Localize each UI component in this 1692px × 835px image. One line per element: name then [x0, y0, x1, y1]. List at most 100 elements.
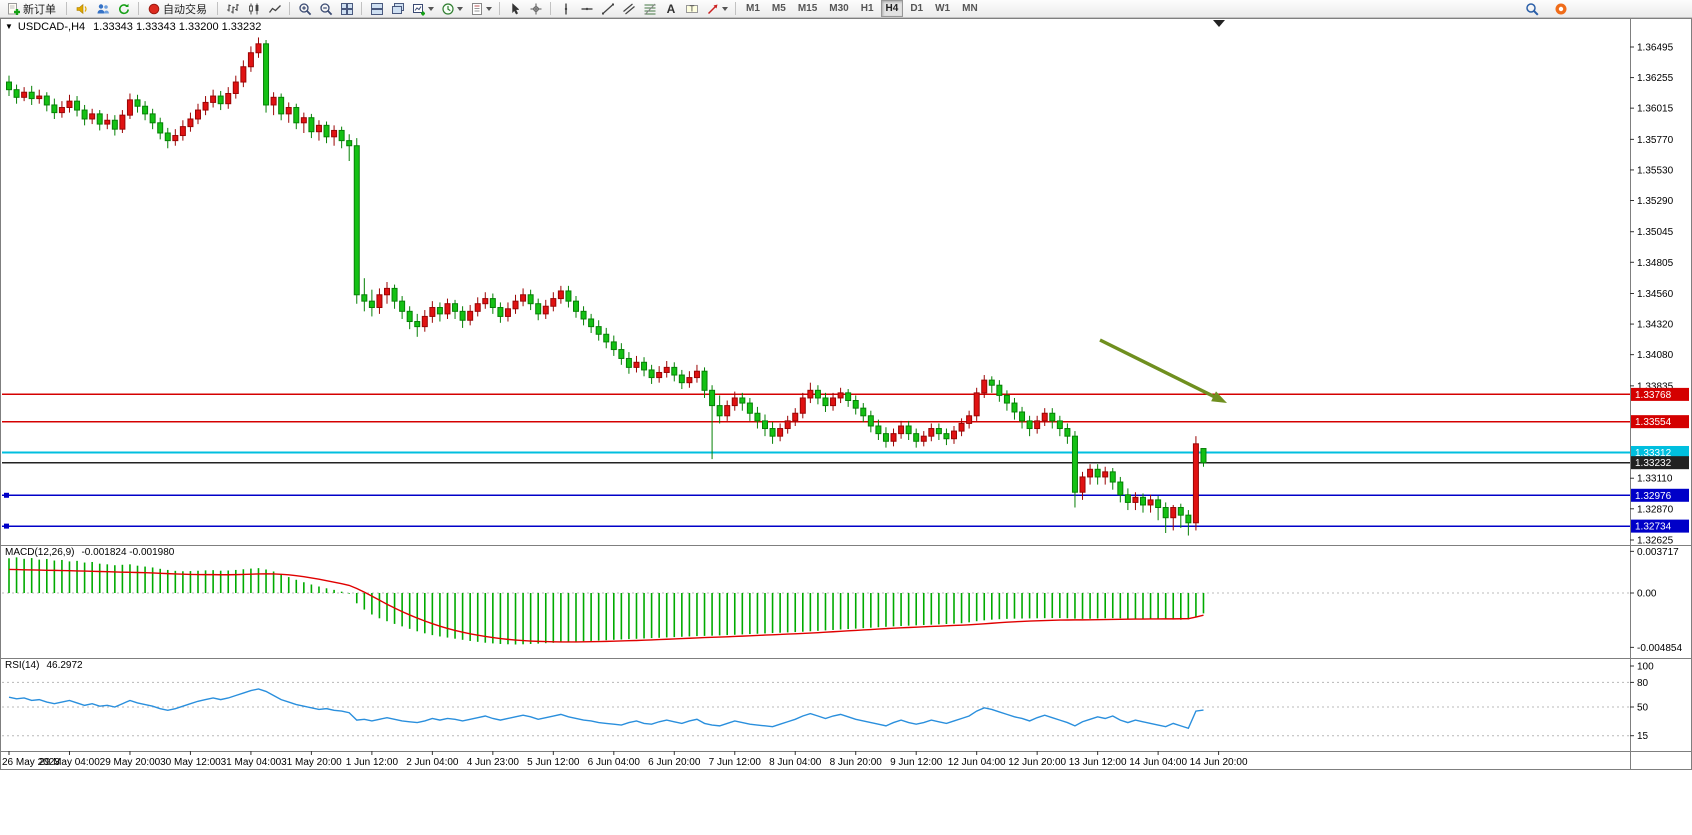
candle — [1019, 406, 1026, 429]
candle — [210, 89, 217, 108]
candle — [625, 352, 632, 374]
svg-text:1.36015: 1.36015 — [1637, 104, 1674, 115]
new-order-button[interactable]: 新订单 — [4, 0, 61, 18]
arrow-shaft[interactable] — [1099, 338, 1219, 401]
svg-text:7 Jun 12:00: 7 Jun 12:00 — [709, 757, 762, 768]
candle — [920, 431, 927, 447]
candle — [951, 425, 957, 444]
svg-text:6 Jun 20:00: 6 Jun 20:00 — [648, 757, 701, 768]
arrows-button[interactable] — [703, 0, 730, 18]
candle — [353, 138, 360, 304]
one-click-trading-collapse-icon[interactable]: ▼ — [5, 22, 13, 31]
candle — [504, 302, 511, 322]
timeframe-button-d1[interactable]: D1 — [910, 3, 924, 14]
hline-handle[interactable] — [4, 492, 9, 498]
candle — [769, 422, 776, 444]
rsi-line — [8, 688, 1204, 730]
sound-button[interactable] — [72, 0, 91, 18]
timeframe-button-w1[interactable]: W1 — [935, 3, 951, 14]
timeframe-button-mn[interactable]: MN — [962, 3, 978, 14]
trend-arrow[interactable] — [1099, 338, 1227, 403]
timeframe-button-m15[interactable]: M15 — [797, 3, 818, 14]
templates-button[interactable] — [467, 0, 494, 18]
price-tag — [1631, 387, 1689, 401]
svg-text:31 May 04:00: 31 May 04:00 — [221, 757, 282, 768]
candle — [875, 419, 882, 440]
svg-text:1.35290: 1.35290 — [1637, 196, 1674, 207]
fibonacci-button[interactable] — [640, 0, 659, 18]
text-label-icon: T — [684, 1, 699, 16]
vertical-line-icon — [558, 1, 573, 16]
timeframe-button-h4[interactable]: H4 — [880, 0, 904, 17]
candle — [195, 103, 201, 125]
hline-handle[interactable] — [4, 523, 9, 529]
candle — [149, 108, 156, 130]
vertical-line-button[interactable] — [556, 0, 575, 18]
candle — [1170, 504, 1177, 531]
text-label-button[interactable]: T — [682, 0, 701, 18]
tile-windows-button[interactable] — [337, 0, 356, 18]
community-button[interactable] — [93, 0, 112, 18]
candle — [981, 375, 988, 398]
channel-icon — [621, 1, 636, 16]
candle — [852, 395, 859, 415]
svg-text:31 May 20:00: 31 May 20:00 — [281, 757, 342, 768]
candle — [754, 406, 761, 429]
new-chart-button[interactable] — [409, 0, 436, 18]
timeframe-button-h1[interactable]: H1 — [860, 3, 874, 14]
price-axis[interactable]: 1.36495 1.36255 1.36015 1.35770 1.35530 1.352… — [1630, 43, 1674, 547]
candle — [1162, 502, 1169, 533]
svg-text:9 Jun 12:00: 9 Jun 12:00 — [890, 757, 943, 768]
toolbar-separator — [550, 2, 551, 15]
candle — [762, 414, 768, 437]
svg-text:2 Jun 04:00: 2 Jun 04:00 — [406, 757, 459, 768]
crosshair-button[interactable] — [526, 0, 545, 18]
new-order-button-label: 新订单 — [23, 3, 56, 16]
arrange-windows-button[interactable] — [367, 0, 386, 18]
svg-text:14 Jun 04:00: 14 Jun 04:00 — [1129, 757, 1187, 768]
fibonacci-icon — [642, 1, 657, 16]
autotrading-button[interactable]: 自动交易 — [144, 0, 212, 18]
cascade-windows-button[interactable] — [388, 0, 407, 18]
notification-button[interactable] — [1551, 0, 1570, 18]
chart-symbol-period: USDCAD-,H4 — [17, 21, 86, 33]
candle-chart-button[interactable] — [244, 0, 263, 18]
cursor-button[interactable] — [505, 0, 524, 18]
arrows-icon — [705, 1, 720, 16]
candle — [1071, 431, 1078, 508]
channel-button[interactable] — [619, 0, 638, 18]
svg-text:1.33232: 1.33232 — [1635, 458, 1672, 469]
cascade-windows-icon — [390, 1, 405, 16]
candle — [293, 103, 300, 130]
refresh-button[interactable] — [114, 0, 133, 18]
timeframe-button-m30[interactable]: M30 — [829, 3, 849, 14]
candle — [542, 299, 549, 319]
candle — [300, 112, 307, 133]
timeframe-button-m5[interactable]: M5 — [771, 3, 786, 14]
svg-text:1.33312: 1.33312 — [1635, 448, 1672, 459]
line-chart-icon — [267, 1, 282, 16]
periods-button[interactable] — [438, 0, 465, 18]
candle — [716, 395, 723, 424]
horizontal-line-icon — [579, 1, 594, 16]
candle — [573, 296, 579, 318]
autotrading-button-label: 自动交易 — [163, 3, 207, 16]
horizontal-line-button[interactable] — [577, 0, 596, 18]
candle — [278, 93, 285, 121]
rsi-name: RSI(14) — [5, 660, 40, 671]
line-chart-button[interactable] — [265, 0, 284, 18]
timeframe-button-m1[interactable]: M1 — [746, 3, 760, 14]
zoom-out-button[interactable] — [316, 0, 335, 18]
refresh-icon — [116, 1, 131, 16]
text-button[interactable]: A — [661, 0, 680, 18]
trendline-button[interactable] — [598, 0, 617, 18]
candle — [315, 120, 322, 141]
bar-chart-button[interactable] — [223, 0, 242, 18]
search-button[interactable] — [1522, 0, 1541, 18]
candle — [1147, 494, 1154, 513]
zoom-in-button[interactable] — [295, 0, 314, 18]
candle — [66, 94, 73, 113]
candle — [1049, 408, 1056, 429]
